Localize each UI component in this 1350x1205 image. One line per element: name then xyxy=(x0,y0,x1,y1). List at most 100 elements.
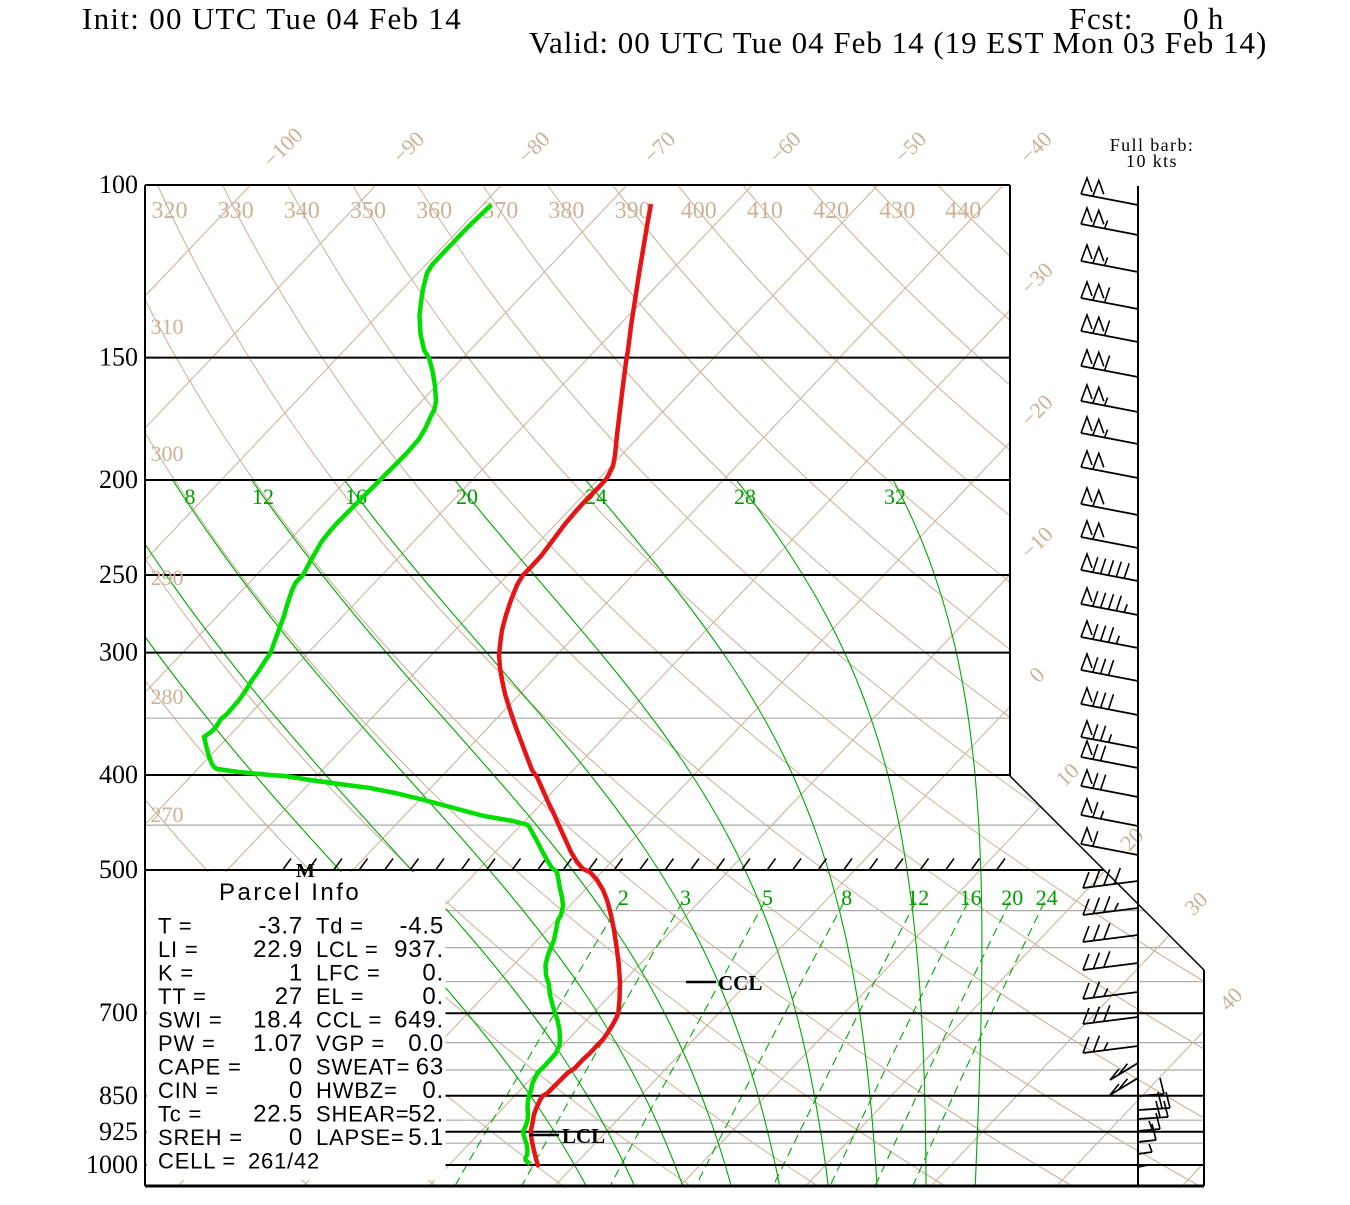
svg-text:0.0: 0.0 xyxy=(408,1030,444,1057)
svg-text:12: 12 xyxy=(907,885,929,910)
svg-text:100: 100 xyxy=(99,170,138,199)
svg-text:PW =: PW = xyxy=(158,1031,216,1056)
svg-text:20: 20 xyxy=(456,484,478,509)
svg-text:−60: −60 xyxy=(764,126,806,168)
svg-text:649.: 649. xyxy=(394,1007,444,1034)
svg-text:400: 400 xyxy=(99,760,138,789)
svg-text:1000: 1000 xyxy=(86,1150,138,1179)
svg-text:340: 340 xyxy=(284,198,320,224)
svg-text:−10: −10 xyxy=(1016,521,1058,563)
svg-text:52.: 52. xyxy=(408,1101,444,1128)
svg-text:370: 370 xyxy=(482,198,518,224)
svg-text:Full barb:: Full barb: xyxy=(1110,135,1195,155)
svg-text:500: 500 xyxy=(99,855,138,884)
svg-text:SWEAT=: SWEAT= xyxy=(316,1055,410,1080)
svg-text:−50: −50 xyxy=(889,126,931,168)
svg-text:32: 32 xyxy=(884,484,906,509)
svg-text:300: 300 xyxy=(99,638,138,667)
svg-text:12: 12 xyxy=(252,484,274,509)
svg-text:-4.5: -4.5 xyxy=(399,913,444,940)
svg-text:Td =: Td = xyxy=(316,914,364,939)
svg-text:16: 16 xyxy=(960,885,982,910)
svg-text:−90: −90 xyxy=(387,126,429,168)
svg-text:350: 350 xyxy=(350,198,386,224)
svg-text:1: 1 xyxy=(289,960,303,987)
svg-text:10 kts: 10 kts xyxy=(1126,151,1178,171)
svg-text:22.9: 22.9 xyxy=(253,936,303,963)
svg-text:0: 0 xyxy=(289,1077,303,1104)
svg-text:16: 16 xyxy=(345,484,367,509)
svg-text:270: 270 xyxy=(151,802,184,827)
svg-text:3: 3 xyxy=(680,885,691,910)
svg-text:EL =: EL = xyxy=(316,984,364,1009)
svg-text:925: 925 xyxy=(99,1117,138,1146)
svg-text:8: 8 xyxy=(185,484,196,509)
svg-text:CCL: CCL xyxy=(718,971,762,995)
svg-text:−70: −70 xyxy=(638,126,680,168)
svg-text:5.1: 5.1 xyxy=(408,1124,444,1151)
svg-text:LCL =: LCL = xyxy=(316,937,379,962)
svg-text:1.07: 1.07 xyxy=(253,1030,303,1057)
svg-text:380: 380 xyxy=(548,198,584,224)
svg-text:390: 390 xyxy=(615,198,651,224)
svg-text:CELL =: CELL = xyxy=(158,1149,236,1174)
svg-text:27: 27 xyxy=(275,983,303,1010)
svg-text:−40: −40 xyxy=(1015,126,1057,168)
svg-text:18.4: 18.4 xyxy=(253,1007,303,1034)
svg-text:Parcel Info: Parcel Info xyxy=(219,879,361,906)
svg-text:250: 250 xyxy=(99,560,138,589)
svg-text:24: 24 xyxy=(585,484,607,509)
svg-text:CAPE =: CAPE = xyxy=(158,1055,242,1080)
svg-text:20: 20 xyxy=(1115,822,1148,855)
svg-text:LAPSE=: LAPSE= xyxy=(316,1125,405,1150)
svg-text:400: 400 xyxy=(681,198,717,224)
svg-text:0: 0 xyxy=(1024,662,1049,687)
svg-text:8: 8 xyxy=(841,885,852,910)
svg-text:410: 410 xyxy=(747,198,783,224)
svg-text:M: M xyxy=(296,860,315,882)
svg-text:0.: 0. xyxy=(422,1077,444,1104)
svg-text:-3.7: -3.7 xyxy=(258,913,303,940)
svg-text:24: 24 xyxy=(1036,885,1058,910)
svg-text:937.: 937. xyxy=(394,936,444,963)
svg-text:5: 5 xyxy=(762,885,773,910)
svg-text:850: 850 xyxy=(99,1081,138,1110)
svg-text:20: 20 xyxy=(1001,885,1023,910)
svg-text:Fcst:: Fcst: xyxy=(1069,1,1133,36)
svg-text:0: 0 xyxy=(289,1124,303,1151)
svg-text:HWBZ=: HWBZ= xyxy=(316,1078,398,1103)
svg-text:TT =: TT = xyxy=(158,984,207,1009)
svg-text:330: 330 xyxy=(218,198,254,224)
svg-text:0: 0 xyxy=(289,1054,303,1081)
svg-text:LFC =: LFC = xyxy=(316,961,381,986)
svg-text:420: 420 xyxy=(813,198,849,224)
svg-text:430: 430 xyxy=(879,198,915,224)
svg-text:320: 320 xyxy=(152,198,188,224)
svg-text:360: 360 xyxy=(416,198,452,224)
svg-text:63: 63 xyxy=(416,1054,444,1081)
svg-text:28: 28 xyxy=(734,484,756,509)
svg-text:SHEAR=: SHEAR= xyxy=(316,1102,409,1127)
svg-text:261/42: 261/42 xyxy=(248,1149,320,1174)
svg-text:40: 40 xyxy=(1214,982,1247,1015)
svg-text:LCL: LCL xyxy=(562,1124,605,1148)
svg-text:0.: 0. xyxy=(422,960,444,987)
svg-text:−20: −20 xyxy=(1016,389,1058,431)
svg-text:SREH =: SREH = xyxy=(158,1125,243,1150)
svg-text:VGP =: VGP = xyxy=(316,1031,385,1056)
svg-text:K =: K = xyxy=(158,961,194,986)
svg-text:290: 290 xyxy=(151,565,184,590)
svg-text:Init: 00 UTC Tue 04 Feb 14: Init: 00 UTC Tue 04 Feb 14 xyxy=(82,1,462,36)
svg-text:700: 700 xyxy=(99,998,138,1027)
svg-text:22.5: 22.5 xyxy=(253,1101,303,1128)
svg-text:LI =: LI = xyxy=(158,937,199,962)
svg-text:10: 10 xyxy=(1051,758,1084,791)
svg-text:−30: −30 xyxy=(1016,257,1058,299)
svg-text:−100: −100 xyxy=(258,122,308,172)
svg-text:Valid: 00 UTC Tue 04 Feb 14 (1: Valid: 00 UTC Tue 04 Feb 14 (19 EST Mon … xyxy=(529,25,1267,60)
svg-text:−80: −80 xyxy=(513,126,555,168)
svg-text:0 h: 0 h xyxy=(1183,1,1224,36)
svg-text:Tc =: Tc = xyxy=(158,1102,202,1127)
svg-text:30: 30 xyxy=(1179,887,1212,920)
svg-text:200: 200 xyxy=(99,465,138,494)
